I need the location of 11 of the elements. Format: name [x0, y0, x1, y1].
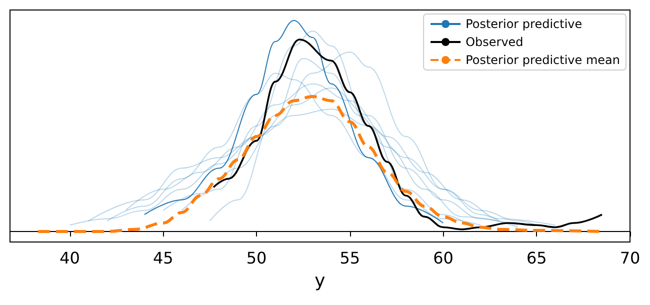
x-tick-label: 45: [152, 248, 174, 268]
x-axis-title: y: [314, 270, 326, 292]
x-tick-label: 65: [526, 248, 547, 268]
x-tick-label: 50: [246, 248, 267, 268]
x-tick-label: 55: [340, 248, 360, 268]
legend-label: Observed: [466, 35, 524, 49]
legend-label: Posterior predictive: [466, 17, 582, 31]
x-tick-label: 40: [60, 248, 80, 268]
legend-label: Posterior predictive mean: [466, 53, 620, 67]
x-tick-label: 70: [620, 248, 640, 268]
x-tick-label: 60: [433, 248, 454, 268]
